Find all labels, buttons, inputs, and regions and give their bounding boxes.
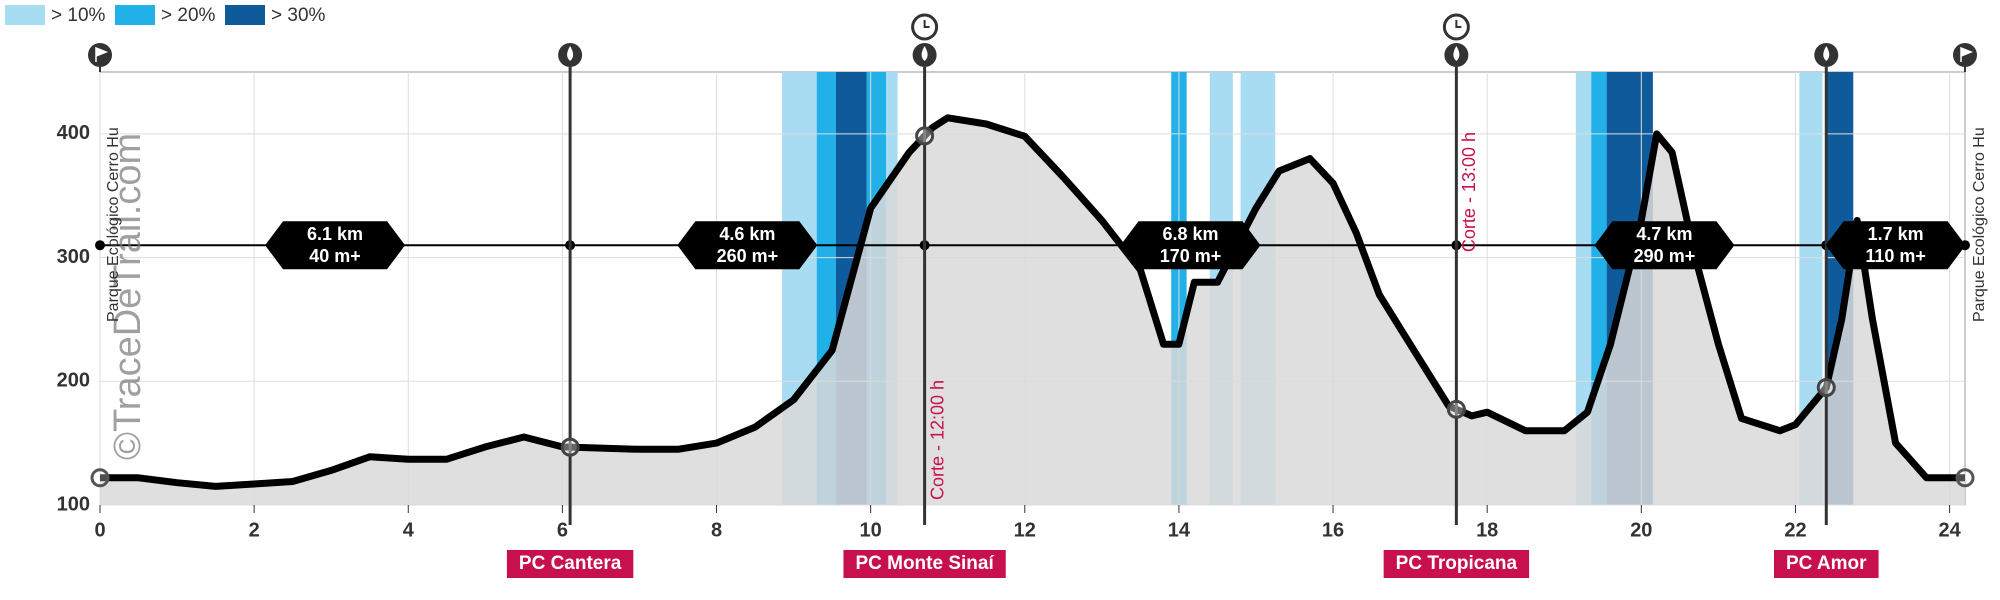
legend-swatch — [225, 5, 265, 25]
flag-shape — [95, 46, 109, 62]
y-tick-label: 300 — [57, 246, 90, 268]
legend-label: > 30% — [271, 5, 326, 26]
legend-label: > 20% — [161, 5, 216, 26]
checkpoint-marker — [1816, 377, 1836, 397]
segment-badge — [677, 221, 818, 270]
y-tick-label: 100 — [57, 493, 90, 515]
y-tick-label: 200 — [57, 370, 90, 392]
checkpoint-label: PC Cantera — [519, 553, 622, 574]
x-tick-label: 24 — [1938, 519, 1961, 541]
water-drop — [921, 46, 928, 61]
start-label: Parque Ecológico Cerro Hu — [105, 127, 122, 322]
checkpoint-label: PC Monte Sinaí — [855, 553, 994, 574]
segment-distance: 6.1 km — [307, 224, 363, 244]
checkpoint-label-box — [1773, 550, 1879, 578]
segment-gain: 170 m+ — [1160, 246, 1222, 266]
segment-distance: 6.8 km — [1162, 224, 1218, 244]
segment-badge — [1120, 221, 1261, 270]
x-tick-label: 10 — [860, 519, 882, 541]
segment-dot — [95, 240, 105, 251]
segment-badge — [1594, 221, 1735, 270]
checkpoint-marker — [560, 437, 580, 457]
x-tick-label: 12 — [1014, 519, 1036, 541]
x-tick-label: 0 — [94, 519, 105, 541]
segment-gain: 110 m+ — [1865, 246, 1926, 266]
legend-label: > 10% — [51, 5, 106, 26]
y-tick-label: 400 — [57, 122, 90, 144]
water-drop — [1453, 46, 1460, 61]
clock-hands — [923, 20, 930, 28]
x-tick-label: 2 — [249, 519, 260, 541]
segment-distance: 4.7 km — [1636, 224, 1692, 244]
endpoint-marker — [1955, 468, 1975, 488]
x-tick-label: 8 — [711, 519, 722, 541]
checkpoint-label: PC Amor — [1786, 553, 1867, 574]
segment-badge — [1825, 221, 1966, 270]
checkpoint-label-box — [1383, 550, 1530, 578]
end-label: Parque Ecológico Cerro Hu — [1971, 127, 1988, 322]
segment-gain: 260 m+ — [717, 246, 779, 266]
checkpoint-marker — [915, 126, 935, 146]
slope-band — [1575, 72, 1592, 505]
checkpoint-label-box — [843, 550, 1006, 578]
elevation-line — [100, 114, 1965, 490]
endpoint-marker — [90, 468, 110, 488]
x-tick-label: 4 — [403, 519, 415, 541]
segment-badge — [265, 221, 406, 270]
cutoff-label: Corte - 12:00 h — [927, 380, 947, 500]
segment-gain: 40 m+ — [309, 246, 361, 266]
cutoff-label: Corte - 13:00 h — [1459, 132, 1479, 252]
checkpoint-label-box — [506, 550, 634, 578]
legend-swatch — [115, 5, 155, 25]
water-drop — [1823, 46, 1830, 61]
x-tick-label: 6 — [557, 519, 568, 541]
x-tick-label: 20 — [1630, 519, 1652, 541]
legend-swatch — [5, 5, 45, 25]
x-tick-label: 14 — [1168, 519, 1191, 541]
segment-gain: 290 m+ — [1634, 246, 1696, 266]
water-drop — [567, 46, 574, 61]
clock-hands — [1455, 20, 1462, 28]
elevation-area — [100, 117, 1965, 506]
checkpoint-marker — [1446, 399, 1466, 419]
x-tick-label: 22 — [1784, 519, 1806, 541]
flag-shape — [1960, 46, 1974, 62]
x-tick-label: 16 — [1322, 519, 1344, 541]
segment-distance: 4.6 km — [719, 224, 775, 244]
watermark: ©TraceDeTrail.com — [107, 133, 149, 460]
checkpoint-label: PC Tropicana — [1396, 553, 1518, 574]
x-tick-label: 18 — [1476, 519, 1498, 541]
segment-distance: 1.7 km — [1868, 224, 1924, 244]
